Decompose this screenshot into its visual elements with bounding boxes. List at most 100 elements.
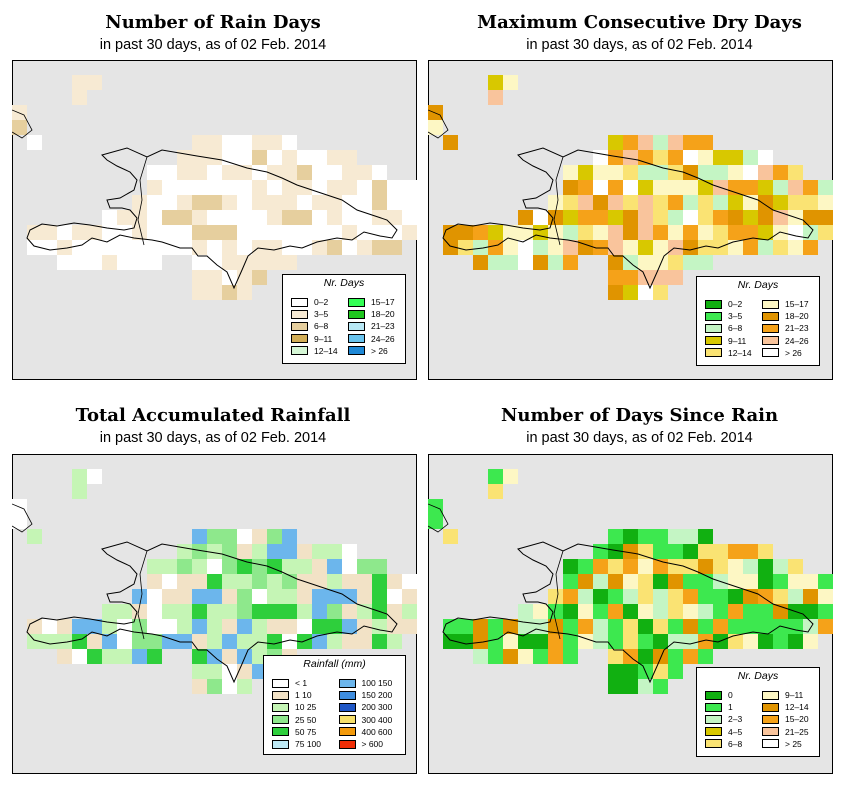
legend-item: 75 100 <box>272 739 321 749</box>
grid-cell <box>533 619 548 634</box>
grid-cell <box>222 285 237 300</box>
grid-cell <box>698 604 713 619</box>
grid-cell <box>683 255 698 270</box>
grid-cell <box>713 195 728 210</box>
grid-cell <box>818 225 833 240</box>
grid-cell <box>593 544 608 559</box>
grid-cell <box>563 210 578 225</box>
grid-cell <box>297 165 312 180</box>
grid-cell <box>342 604 357 619</box>
grid-cell <box>192 195 207 210</box>
grid-cell <box>728 619 743 634</box>
grid-cell <box>72 255 87 270</box>
legend-swatch <box>762 714 779 724</box>
legend-item: > 26 <box>348 346 388 356</box>
grid-cell <box>402 225 417 240</box>
grid-cell <box>608 634 623 649</box>
grid-cell <box>473 225 488 240</box>
grid-cell <box>72 649 87 664</box>
grid-cell <box>743 544 758 559</box>
grid-cell <box>563 240 578 255</box>
grid-cell <box>443 225 458 240</box>
legend-item: 300 400 <box>338 714 393 725</box>
grid-cell <box>192 165 207 180</box>
grid-cell <box>27 240 42 255</box>
grid-cell <box>357 165 372 180</box>
legend-label: > 600 <box>361 739 384 749</box>
grid-cell <box>458 225 473 240</box>
grid-cell <box>372 225 387 240</box>
grid-cell <box>282 604 297 619</box>
grid-cell <box>743 210 758 225</box>
grid-cell <box>818 604 833 619</box>
grid-cell <box>533 210 548 225</box>
grid-cell <box>653 195 668 210</box>
legend-label: 6–8 <box>728 323 743 334</box>
grid-cell <box>342 165 357 180</box>
legend-swatch <box>338 702 356 712</box>
panel-subtitle: in past 30 days, as of 02 Feb. 2014 <box>99 430 327 446</box>
legend-label: 6–8 <box>314 321 329 332</box>
grid-cell <box>593 589 608 604</box>
grid-cell <box>222 240 237 255</box>
grid-cell <box>237 589 252 604</box>
grid-cell <box>117 240 132 255</box>
legend-swatch <box>272 739 289 749</box>
grid-cell <box>668 165 683 180</box>
grid-cell <box>593 559 608 574</box>
grid-cell <box>312 589 327 604</box>
grid-cell <box>683 180 698 195</box>
grid-cell <box>653 135 668 150</box>
grid-cell <box>728 240 743 255</box>
grid-cell <box>342 195 357 210</box>
grid-cell <box>282 240 297 255</box>
grid-cell <box>608 225 623 240</box>
grid-cell <box>683 649 698 664</box>
legend-label: 300 400 <box>361 714 393 725</box>
grid-cell <box>327 604 342 619</box>
grid-cell <box>698 240 713 255</box>
grid-cell <box>608 135 623 150</box>
grid-cell <box>638 135 653 150</box>
legend-label: > 26 <box>785 347 802 358</box>
legend: Nr. Days 0–2 3–5 6–8 9–11 12–14 15–17 18–20 21–… <box>696 276 820 366</box>
grid-cell <box>713 165 728 180</box>
grid-cell <box>87 469 102 484</box>
grid-cell <box>743 574 758 589</box>
grid-cell <box>267 544 282 559</box>
legend-item: 18–20 <box>762 311 809 321</box>
grid-cell <box>728 150 743 165</box>
legend-title: Nr. Days <box>323 277 365 289</box>
grid-cell <box>488 90 503 105</box>
grid-cell <box>608 559 623 574</box>
grid-cell <box>518 240 533 255</box>
legend-item: 25 50 <box>272 715 316 725</box>
grid-cell <box>252 529 267 544</box>
grid-cell <box>623 240 638 255</box>
legend-label: 12–14 <box>314 345 338 356</box>
grid-cell <box>387 604 402 619</box>
grid-cell <box>342 589 357 604</box>
grid-cell <box>623 619 638 634</box>
legend-label: 200 300 <box>361 702 393 713</box>
grid-cell <box>132 634 147 649</box>
grid-cell <box>503 225 518 240</box>
grid-cell <box>578 225 593 240</box>
grid-cell <box>252 619 267 634</box>
grid-cell <box>357 634 372 649</box>
legend-item: > 600 <box>338 739 384 749</box>
grid-cell <box>192 240 207 255</box>
grid-cell <box>728 544 743 559</box>
grid-cell <box>698 165 713 180</box>
panel-subtitle: in past 30 days, as of 02 Feb. 2014 <box>526 430 753 446</box>
grid-cell <box>252 559 267 574</box>
grid-cell <box>788 165 803 180</box>
grid-cell <box>443 619 458 634</box>
grid-cell <box>458 619 473 634</box>
legend-item: 24–26 <box>762 336 809 346</box>
panel-max-dry-days: Maximum Consecutive Dry Days in past 30 … <box>426 0 853 393</box>
grid-cell <box>653 589 668 604</box>
grid-cell <box>623 559 638 574</box>
grid-cell <box>773 559 788 574</box>
grid-cell <box>668 210 683 225</box>
